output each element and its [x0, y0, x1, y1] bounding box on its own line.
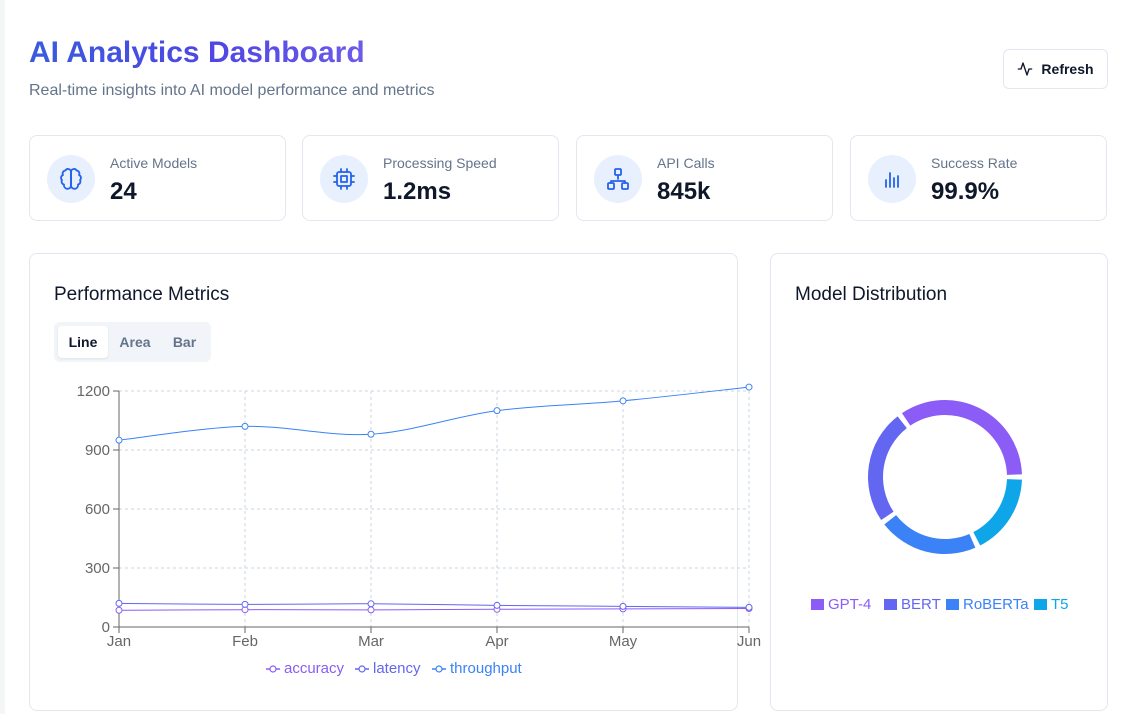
donut-legend-item[interactable]: BERT	[884, 596, 941, 613]
legend-label: throughput	[450, 660, 522, 677]
page-edge	[0, 0, 5, 714]
legend-label: GPT-4	[828, 596, 872, 613]
stat-card-api-calls: API Calls 845k	[576, 135, 833, 221]
data-point-latency[interactable]	[115, 599, 123, 607]
stat-label: Active Models	[110, 155, 198, 171]
performance-title: Performance Metrics	[54, 284, 230, 305]
legend-item-throughput[interactable]: throughput	[432, 660, 522, 677]
page-title: AI Analytics Dashboard	[29, 36, 365, 69]
activity-icon	[1018, 62, 1033, 76]
data-point-throughput[interactable]	[619, 397, 627, 405]
tab-line[interactable]: Line	[58, 326, 108, 358]
stat-value: 24	[110, 178, 137, 205]
performance-line-chart: 0 300 600 900 1200 Jan Feb Mar Apr May Jun	[77, 383, 761, 650]
x-tick-label: May	[609, 633, 638, 650]
legend-item-latency[interactable]: latency	[355, 660, 421, 677]
legend-marker-icon	[266, 664, 280, 673]
donut-slice-gpt4[interactable]	[901, 400, 1022, 475]
refresh-label: Refresh	[1041, 61, 1094, 77]
legend-label: RoBERTa	[963, 596, 1029, 613]
donut-slice-t5[interactable]	[973, 479, 1022, 546]
stat-card-active-models: Active Models 24	[29, 135, 286, 221]
chart-type-tabs: Line Area Bar	[54, 322, 211, 362]
bar-chart-icon	[868, 155, 916, 203]
x-tick-label: Jan	[107, 633, 131, 650]
stat-label: Processing Speed	[383, 155, 497, 171]
legend-label: latency	[373, 660, 421, 677]
stat-card-success-rate: Success Rate 99.9%	[850, 135, 1107, 221]
x-tick-label: Mar	[358, 633, 384, 650]
y-tick-label: 1200	[77, 383, 110, 400]
data-point-throughput[interactable]	[493, 407, 501, 415]
tab-area[interactable]: Area	[119, 334, 151, 350]
x-tick-label: Feb	[232, 633, 258, 650]
legend-swatch	[946, 599, 959, 610]
legend-marker-icon	[432, 664, 446, 673]
legend-item-accuracy[interactable]: accuracy	[266, 660, 344, 677]
model-distribution-donut	[868, 400, 1022, 554]
data-point-accuracy[interactable]	[115, 606, 123, 614]
legend-swatch	[1034, 599, 1047, 610]
stat-value: 845k	[657, 178, 711, 205]
stat-card-processing-speed: Processing Speed 1.2ms	[302, 135, 559, 221]
network-icon	[594, 155, 642, 203]
legend-swatch	[884, 599, 897, 610]
tab-bar[interactable]: Bar	[172, 334, 197, 350]
donut-slice-roberta[interactable]	[884, 515, 976, 554]
data-point-throughput[interactable]	[367, 430, 375, 438]
data-point-throughput[interactable]	[745, 383, 753, 391]
legend-label: accuracy	[284, 660, 345, 677]
legend-label: BERT	[901, 596, 941, 613]
stat-value: 1.2ms	[383, 178, 452, 205]
y-tick-label: 0	[102, 619, 110, 636]
legend-marker-icon	[355, 664, 369, 673]
data-point-latency[interactable]	[619, 602, 627, 610]
donut-legend-item[interactable]: RoBERTa	[946, 596, 1029, 613]
data-point-latency[interactable]	[493, 601, 501, 609]
series-line-throughput	[118, 386, 750, 441]
y-tick-label: 600	[85, 501, 110, 518]
legend-label: T5	[1051, 596, 1069, 613]
stat-label: API Calls	[657, 155, 715, 171]
stat-label: Success Rate	[931, 155, 1018, 171]
x-tick-label: Apr	[485, 633, 508, 650]
brain-icon	[47, 155, 95, 203]
series-line-accuracy	[118, 608, 750, 611]
data-point-throughput[interactable]	[115, 436, 123, 444]
y-tick-label: 300	[85, 560, 110, 577]
series-line-latency	[118, 602, 750, 608]
donut-slice-bert[interactable]	[868, 416, 907, 521]
page-subtitle: Real-time insights into AI model perform…	[29, 82, 435, 99]
distribution-card: Model Distribution	[770, 253, 1108, 711]
distribution-title: Model Distribution	[795, 284, 948, 305]
data-point-latency[interactable]	[745, 603, 753, 611]
performance-card: Performance Metrics Line Area Bar	[29, 253, 738, 711]
stat-value: 99.9%	[931, 178, 1000, 205]
cpu-icon	[320, 155, 368, 203]
donut-legend-item[interactable]: T5	[1034, 596, 1069, 613]
data-point-latency[interactable]	[367, 600, 375, 608]
x-tick-label: Jun	[737, 633, 761, 650]
y-tick-label: 900	[85, 442, 110, 459]
data-point-throughput[interactable]	[241, 422, 249, 430]
data-point-accuracy[interactable]	[367, 606, 375, 614]
legend-swatch	[811, 599, 824, 610]
donut-legend-item[interactable]: GPT-4	[811, 596, 871, 613]
data-point-latency[interactable]	[241, 600, 249, 608]
refresh-button[interactable]: Refresh	[1003, 49, 1108, 89]
